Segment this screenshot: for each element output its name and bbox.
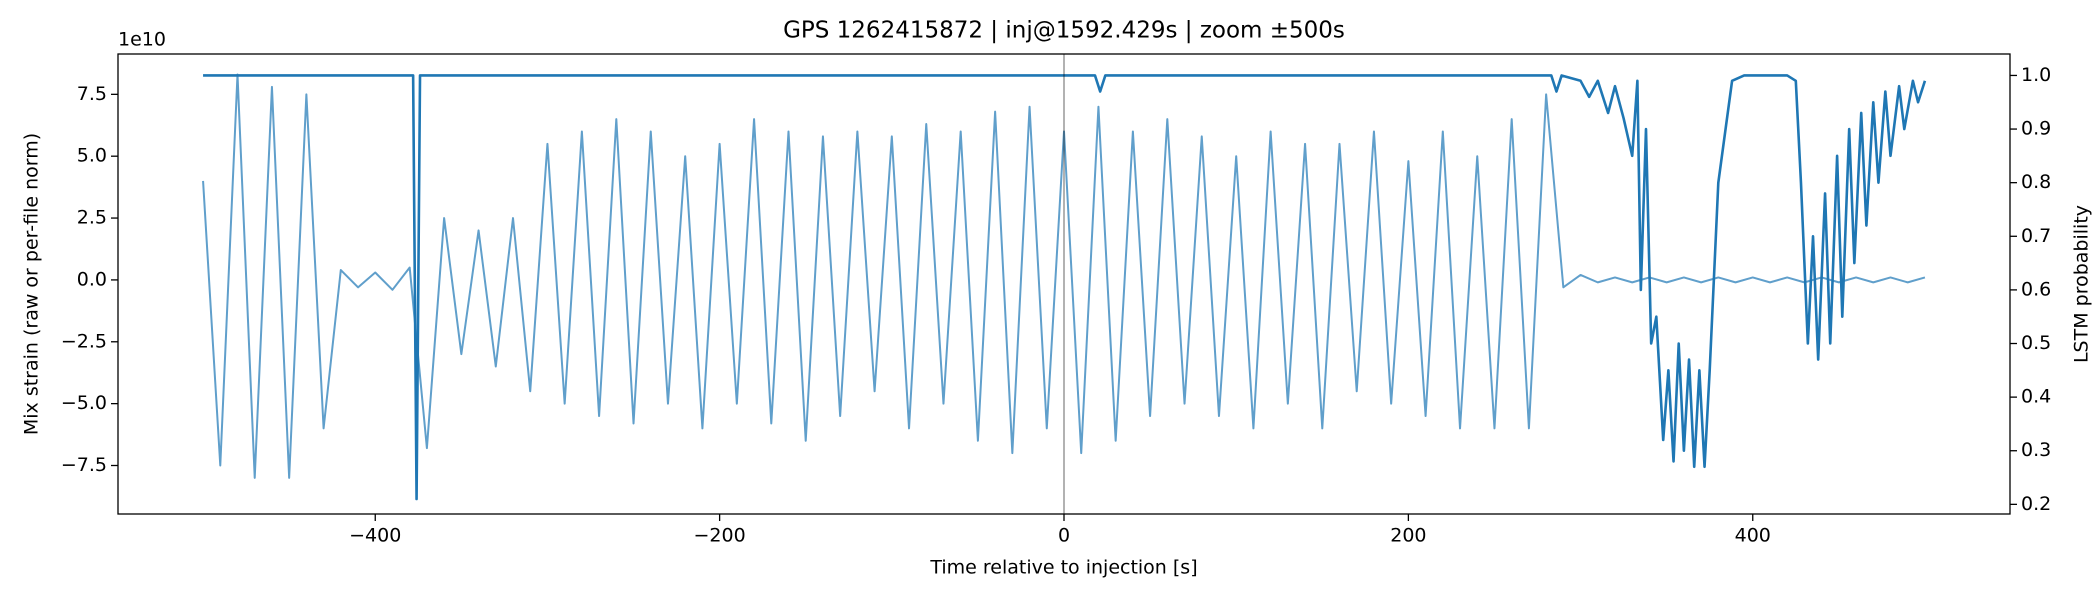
series-line bbox=[202, 73, 1926, 479]
chart-title: GPS 1262415872 | inj@1592.429s | zoom ±5… bbox=[783, 18, 1345, 44]
y2-tick-label: 0.4 bbox=[2021, 386, 2051, 408]
x-tick-label: −200 bbox=[694, 525, 746, 547]
y-tick-label: −5.0 bbox=[61, 392, 107, 414]
y2-tick-label: 0.7 bbox=[2021, 225, 2051, 247]
x-tick-label: 0 bbox=[1058, 525, 1070, 547]
y-tick-label: 2.5 bbox=[77, 207, 107, 229]
y-tick-label: −2.5 bbox=[61, 330, 107, 352]
x-axis-label: Time relative to injection [s] bbox=[929, 557, 1197, 579]
x-tick-label: 400 bbox=[1735, 525, 1771, 547]
y-tick-label: 7.5 bbox=[77, 83, 107, 105]
y2-tick-label: 0.3 bbox=[2021, 439, 2051, 461]
series-line bbox=[203, 74, 1927, 501]
y2-tick-label: 0.6 bbox=[2021, 278, 2051, 300]
y2-tick-label: 0.8 bbox=[2021, 171, 2051, 193]
y-tick-label: 0.0 bbox=[77, 268, 107, 290]
y2-tick-label: 0.9 bbox=[2021, 118, 2051, 140]
y-tick-label: 5.0 bbox=[77, 145, 107, 167]
x-tick-label: −400 bbox=[349, 525, 401, 547]
y-tick-label: −7.5 bbox=[61, 454, 107, 476]
y-axis-label: Mix strain (raw or per-file norm) bbox=[21, 133, 43, 435]
plot-frame bbox=[117, 53, 2011, 515]
y-offset-label: 1e10 bbox=[118, 29, 166, 51]
y2-tick-label: 0.2 bbox=[2021, 493, 2051, 515]
y2-axis-label: LSTM probability bbox=[2071, 205, 2093, 363]
y2-tick-label: 1.0 bbox=[2021, 64, 2051, 86]
y2-tick-label: 0.5 bbox=[2021, 332, 2051, 354]
x-tick-label: 200 bbox=[1390, 525, 1426, 547]
